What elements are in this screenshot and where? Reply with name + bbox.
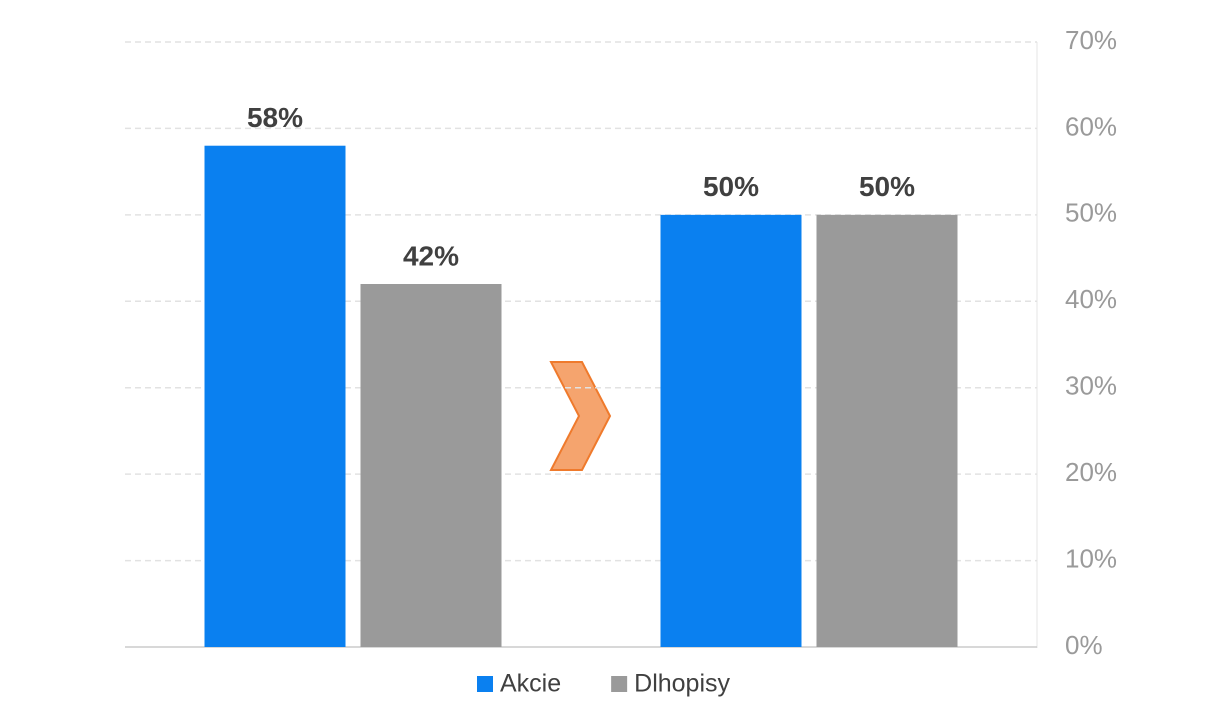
bar [660,214,802,647]
legend-label: Akcie [500,670,561,698]
y-tick-label: 50% [1065,198,1117,228]
y-tick-label: 0% [1065,630,1103,660]
y-tick-label: 70% [1065,25,1117,55]
legend-label: Dlhopisy [634,670,730,698]
y-tick-label: 20% [1065,457,1117,487]
legend-swatch [477,676,493,692]
bar [360,284,502,647]
y-tick-label: 60% [1065,111,1117,141]
bar [204,145,346,647]
y-tick-label: 40% [1065,284,1117,314]
y-tick-label: 10% [1065,543,1117,573]
y-tick-label: 30% [1065,371,1117,401]
legend-swatch [611,676,628,692]
arrow-chevron [549,361,612,471]
value-label: 42% [403,240,459,271]
value-label: 50% [703,171,759,202]
value-label: 50% [859,171,915,202]
bar [816,214,958,647]
value-label: 58% [247,102,303,133]
